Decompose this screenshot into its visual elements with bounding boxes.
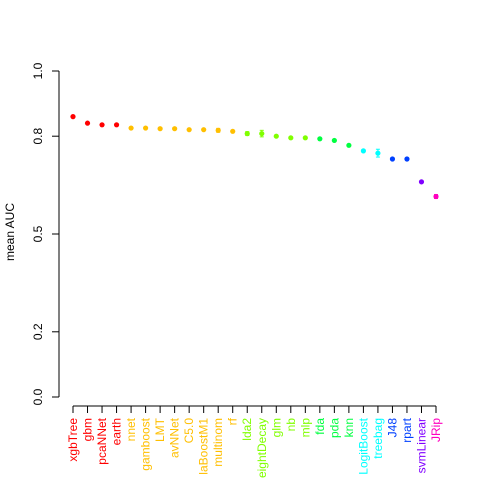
data-point: [244, 130, 250, 137]
error-bars: [216, 127, 438, 199]
y-tick-label: 0.5: [31, 225, 45, 242]
data-point: [433, 193, 439, 200]
x-tick-label: LogitBoost: [356, 417, 370, 474]
y-tick-label: 1.0: [31, 62, 45, 79]
x-tick-label: eightDecay: [255, 418, 269, 478]
x-tick-label: nnet: [124, 417, 138, 441]
data-point: [113, 122, 120, 128]
x-tick-label: LMT: [153, 417, 167, 442]
data-point: [186, 127, 192, 133]
x-tick-label: gamboost: [139, 417, 153, 470]
x-tick-label: earth: [110, 418, 124, 445]
x-tick-label: rf: [226, 417, 240, 425]
y-tick-label: 0.8: [31, 128, 45, 145]
x-tick-label: pcaNNet: [95, 417, 109, 464]
x-tick-label: rpart: [400, 417, 414, 442]
data-point: [143, 125, 149, 131]
x-tick-label: lda2: [240, 418, 254, 441]
data-point: [215, 127, 221, 133]
data-point: [418, 179, 425, 185]
x-tick-label: nb: [284, 418, 298, 432]
data-point: [317, 136, 323, 142]
data-point: [331, 137, 337, 144]
data-points: [70, 114, 439, 200]
data-point: [404, 156, 410, 162]
data-point: [201, 127, 207, 133]
data-point: [302, 135, 308, 141]
x-tick-label: J48: [385, 418, 399, 438]
data-point: [389, 156, 396, 162]
data-point: [259, 130, 265, 137]
y-tick-label: 0.0: [31, 388, 45, 405]
x-tick-label: fda: [313, 418, 327, 435]
y-tick-label: 0.2: [31, 323, 45, 340]
x-tick-label: svmLinear: [414, 418, 428, 473]
data-point: [84, 120, 91, 126]
x-tick-label: pda: [327, 418, 341, 438]
x-tick-label: xgbTree: [66, 418, 80, 462]
x-tick-label: treebag: [371, 418, 385, 459]
data-point: [360, 148, 366, 154]
data-point: [172, 126, 178, 132]
data-point: [157, 126, 163, 132]
x-tick-label: multinom: [211, 418, 225, 467]
x-tick-label: C5.0: [182, 418, 196, 444]
data-point: [346, 142, 352, 148]
x-tick-label: glm: [269, 418, 283, 437]
x-tick-label: avNNet: [168, 417, 182, 458]
y-axis-ticks: 0.0 0.2 0.5 0.8 1.0: [31, 62, 59, 405]
data-point: [128, 125, 134, 131]
x-tick-label: laBoostM1: [197, 418, 211, 475]
x-axis-ticks: xgbTree gbm pcaNNet earth nnet gamboost LMT avN…: [66, 406, 443, 478]
data-point: [230, 128, 236, 134]
x-tick-label: gbm: [81, 418, 95, 441]
data-point: [70, 114, 76, 120]
data-point: [273, 133, 279, 139]
x-tick-label: JRip: [429, 418, 443, 442]
x-tick-label: knn: [342, 418, 356, 437]
data-point: [375, 150, 381, 156]
data-point: [99, 122, 105, 128]
x-tick-label: mlp: [298, 418, 312, 438]
data-point: [288, 135, 294, 141]
y-axis-label: mean AUC: [3, 203, 17, 261]
